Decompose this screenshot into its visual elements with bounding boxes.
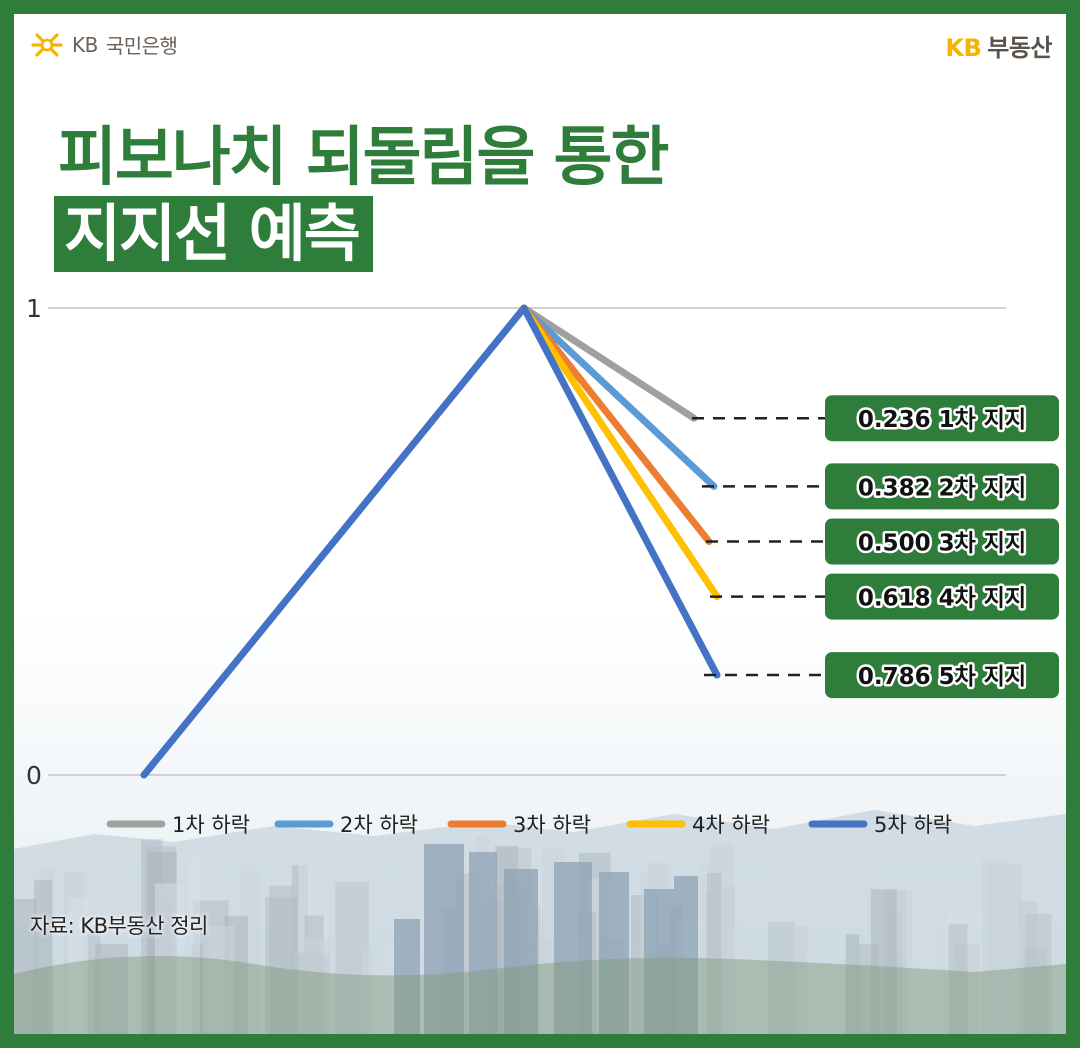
real-estate-text: 부동산 (987, 34, 1052, 62)
support-label-text: 0.382 2차 지지 (858, 475, 1026, 501)
skyline-building (845, 934, 860, 1034)
skyline-tower (394, 919, 420, 1034)
series-line-5 (520, 304, 721, 679)
support-label-box (825, 573, 1059, 620)
kb-star-icon (31, 32, 63, 57)
support-label-text: 0.786 5차 지지 (858, 664, 1026, 690)
skyline-building (948, 924, 968, 1034)
kb-real-estate-logo: KB 부동산 (945, 28, 1052, 63)
skyline-building (28, 939, 45, 1034)
legend-item-2: 2차 하락 (274, 813, 418, 837)
legend-item-5: 5차 하락 (808, 813, 952, 837)
skyline-building (982, 859, 1009, 1034)
skyline-building (304, 938, 330, 1034)
skyline-building (95, 944, 129, 1034)
support-label-2: 0.382 2차 지지 (825, 463, 1059, 510)
skyline-tower (599, 872, 629, 1034)
skyline-building (1025, 914, 1052, 1034)
support-label-box (825, 518, 1059, 565)
page-title-line1: 피보나치 되돌림을 통한 (58, 121, 669, 195)
support-label-1: 0.236 1차 지지 (825, 395, 1059, 442)
kookmin-bank-text: 국민은행 (105, 34, 178, 58)
support-label-box (825, 652, 1059, 699)
series-line-3 (520, 304, 713, 545)
skyline-building (707, 872, 722, 1034)
skyline-building (189, 853, 200, 1034)
legend-label: 5차 하락 (874, 813, 952, 837)
legend-item-1: 1차 하락 (106, 813, 250, 837)
legend-label: 2차 하락 (340, 813, 418, 837)
support-label-text: 0.500 3차 지지 (858, 531, 1026, 557)
skyline-tower (674, 876, 698, 1034)
legend-label: 1차 하락 (172, 813, 250, 837)
source-note: 자료: KB부동산 정리 (30, 914, 208, 938)
support-label-box (825, 463, 1059, 510)
skyline-building (361, 946, 373, 1034)
page-title-line2: 지지선 예측 (54, 196, 373, 272)
skyline-tower (469, 852, 497, 1034)
series-line-1 (520, 304, 698, 422)
skyline-building (906, 885, 936, 1034)
support-label-3: 0.500 3차 지지 (825, 518, 1059, 565)
legend-item-3: 3차 하락 (447, 813, 591, 837)
y-tick-label: 1 (26, 294, 42, 323)
series-line-4 (520, 304, 721, 601)
support-label-box (825, 395, 1059, 442)
series-line-2 (520, 304, 718, 490)
kb-text: KB (72, 32, 98, 57)
skyline-tower (424, 844, 464, 1034)
support-label-5: 0.786 5차 지지 (825, 652, 1059, 699)
legend-item-4: 4차 하락 (626, 813, 770, 837)
support-label-4: 0.618 4차 지지 (825, 573, 1059, 620)
skyline-building (207, 926, 235, 1034)
skyline-tower (644, 889, 674, 1034)
legend-label: 3차 하락 (513, 813, 591, 837)
skyline-building (870, 889, 897, 1034)
foreground-trees (14, 956, 1066, 1034)
series-line-rise (140, 304, 528, 779)
skyline-tower (554, 862, 592, 1034)
legend-label: 4차 하락 (692, 813, 770, 837)
skyline-tower (504, 869, 538, 1034)
skyline-building (67, 912, 87, 1034)
y-tick-label: 0 (26, 761, 42, 790)
fibonacci-chart: 0 1 0.236 1차 지지 0.382 2차 지지 0.500 3차 지지 0.618… (26, 294, 1059, 837)
kb-text: KB (945, 34, 982, 62)
skyline-building (155, 883, 184, 1034)
support-label-text: 0.236 1차 지지 (858, 407, 1026, 433)
kb-kookmin-logo: KB 국민은행 (30, 30, 178, 59)
skyline-building (784, 926, 808, 1034)
skyline-building (269, 885, 293, 1034)
support-label-text: 0.618 4차 지지 (858, 586, 1026, 612)
